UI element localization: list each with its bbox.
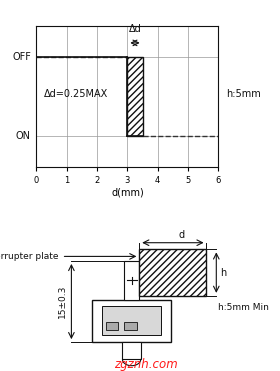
Text: 15±0.3: 15±0.3 [58,285,67,318]
Bar [127,57,143,136]
Text: Interrupter plate: Interrupter plate [0,252,59,261]
X-axis label: d(mm): d(mm) [111,188,144,198]
Bar [124,261,139,300]
Bar [122,342,141,359]
Text: zgznh.com: zgznh.com [114,358,178,371]
Text: OFF: OFF [12,52,31,62]
Text: h: h [220,267,226,278]
Text: Δd=0.25MAX: Δd=0.25MAX [44,89,108,99]
Bar [139,249,206,296]
Bar [102,306,161,335]
Text: h:5mm Min: h:5mm Min [218,302,269,312]
Bar [92,300,171,342]
Text: h:5mm: h:5mm [226,89,260,99]
Bar [106,322,118,331]
Text: d: d [178,230,184,240]
Text: Δd: Δd [129,24,141,35]
Text: ON: ON [16,131,31,141]
Bar [124,322,137,331]
